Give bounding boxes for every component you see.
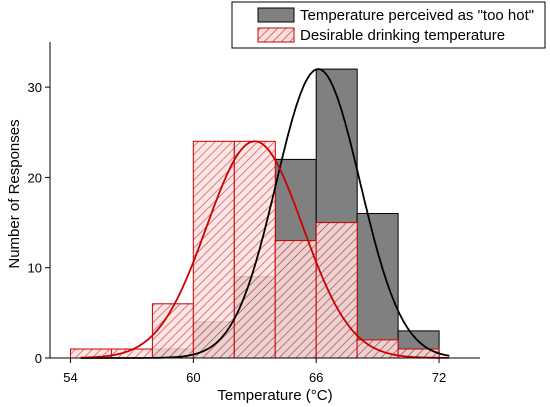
desirable-bars xyxy=(70,140,440,359)
y-tick-label-10: 10 xyxy=(28,261,42,276)
legend-label-too-hot: Temperature perceived as "too hot" xyxy=(300,7,534,24)
legend: Temperature perceived as "too hot" Desir… xyxy=(231,1,546,49)
y-ticks: 0 10 20 30 xyxy=(28,80,50,366)
y-tick-label-0: 0 xyxy=(35,351,42,366)
desirable-bar-66 xyxy=(315,222,358,359)
desirable-bar-64 xyxy=(274,240,317,359)
legend-label-desirable: Desirable drinking temperature xyxy=(300,27,505,44)
too-hot-bar-68 xyxy=(356,213,399,359)
legend-swatch-too-hot xyxy=(257,7,295,23)
x-tick-label-66: 66 xyxy=(309,370,323,385)
y-tick-label-20: 20 xyxy=(28,170,42,185)
x-tick-label-60: 60 xyxy=(186,370,200,385)
x-axis-title: Temperature (°C) xyxy=(217,387,332,404)
desirable-bar-58 xyxy=(151,303,194,359)
legend-swatch-desirable xyxy=(257,27,295,43)
desirable-fit-curve xyxy=(80,140,450,359)
axes: 54 60 66 72 0 10 20 30 xyxy=(28,42,480,385)
x-tick-label-72: 72 xyxy=(432,370,446,385)
y-axis-title: Number of Responses xyxy=(6,119,23,268)
desirable-bar-62 xyxy=(233,140,276,359)
x-ticks: 54 60 66 72 xyxy=(63,358,446,385)
x-tick-label-54: 54 xyxy=(63,370,77,385)
y-tick-label-30: 30 xyxy=(28,80,42,95)
